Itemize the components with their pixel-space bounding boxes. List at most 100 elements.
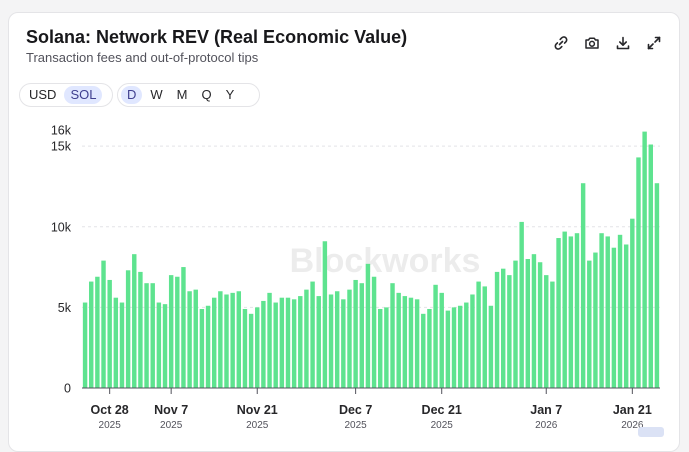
x-tick-label: Oct 28 xyxy=(91,403,129,417)
bar xyxy=(500,268,506,388)
bar xyxy=(427,308,432,388)
bar xyxy=(648,144,653,388)
bar xyxy=(414,299,420,388)
y-tick-label: 15k xyxy=(51,140,72,154)
bar xyxy=(605,236,610,388)
bar xyxy=(421,313,426,388)
bar xyxy=(365,263,371,388)
bar xyxy=(457,305,463,388)
bar xyxy=(285,297,291,388)
bar xyxy=(359,283,364,388)
y-tick-label: 16k xyxy=(51,124,72,138)
bar xyxy=(107,279,112,388)
bar xyxy=(537,262,543,388)
bar xyxy=(310,281,315,388)
x-tick-label: Nov 7 xyxy=(154,403,188,417)
x-tick-year: 2025 xyxy=(160,420,183,431)
bar xyxy=(138,271,143,388)
bar xyxy=(494,271,500,388)
bar xyxy=(617,234,623,388)
bar xyxy=(525,259,531,388)
x-tick-label: Dec 21 xyxy=(422,403,462,417)
bar xyxy=(654,183,660,388)
bar xyxy=(322,241,328,388)
x-tick-year: 2026 xyxy=(621,420,644,431)
bar xyxy=(433,284,438,388)
bar xyxy=(205,305,211,388)
bar xyxy=(353,279,358,388)
bar xyxy=(371,276,377,388)
bar xyxy=(550,281,555,388)
currency-option-sol[interactable]: SOL xyxy=(64,86,103,104)
bar xyxy=(82,302,88,388)
chart-toolbar xyxy=(549,31,665,54)
bar xyxy=(556,238,561,388)
bar xyxy=(298,296,303,388)
chart-watermark: Blockworks xyxy=(290,242,481,280)
bar xyxy=(316,296,321,388)
bar xyxy=(119,302,125,388)
bar xyxy=(464,302,469,388)
bar xyxy=(451,307,457,389)
bar xyxy=(630,218,635,388)
period-option-year[interactable]: Y xyxy=(225,87,235,102)
bar xyxy=(580,183,586,388)
period-option-quarter[interactable]: Q xyxy=(201,87,212,102)
bar xyxy=(150,283,155,388)
x-tick-year: 2025 xyxy=(99,420,122,431)
period-option-week[interactable]: W xyxy=(150,87,163,102)
bar xyxy=(599,233,604,388)
bar xyxy=(396,292,401,388)
bar xyxy=(378,308,383,388)
bar xyxy=(544,275,549,389)
bar xyxy=(187,291,192,388)
bar xyxy=(211,297,217,388)
bar xyxy=(587,260,592,388)
bar xyxy=(162,304,168,388)
bar xyxy=(408,297,414,388)
link-icon[interactable] xyxy=(549,31,572,54)
camera-icon[interactable] xyxy=(580,31,603,54)
currency-option-usd[interactable]: USD xyxy=(29,87,57,102)
bar xyxy=(470,294,475,388)
bar xyxy=(482,286,487,388)
bar xyxy=(519,221,524,388)
bar xyxy=(267,292,272,388)
bar xyxy=(623,244,629,388)
bar xyxy=(574,233,580,388)
bar xyxy=(507,275,512,389)
download-icon[interactable] xyxy=(611,31,634,54)
y-tick-label: 10k xyxy=(51,220,72,234)
chart-scrollbar[interactable] xyxy=(638,427,664,437)
bar xyxy=(261,300,266,388)
expand-icon[interactable] xyxy=(642,31,665,54)
bar xyxy=(488,305,494,388)
bar xyxy=(218,291,223,388)
bar xyxy=(439,292,444,388)
bar xyxy=(445,310,451,388)
bar xyxy=(193,289,198,388)
bar xyxy=(611,247,617,388)
bar xyxy=(304,289,309,388)
bar xyxy=(531,254,537,388)
bar xyxy=(113,297,119,388)
bar xyxy=(636,157,641,388)
bar xyxy=(175,276,180,388)
x-tick-year: 2026 xyxy=(535,420,558,431)
x-tick-label: Jan 7 xyxy=(530,403,562,417)
bar xyxy=(402,296,408,388)
bar xyxy=(125,270,131,388)
bar xyxy=(236,291,242,388)
period-option-month[interactable]: M xyxy=(176,87,188,102)
chart-title: Solana: Network REV (Real Economic Value… xyxy=(26,27,408,47)
x-tick-year: 2025 xyxy=(246,420,269,431)
x-tick-year: 2025 xyxy=(431,420,454,431)
bar xyxy=(390,283,395,388)
bar xyxy=(144,283,149,388)
bar xyxy=(384,307,389,389)
bar xyxy=(291,299,297,388)
x-tick-label: Jan 21 xyxy=(613,403,652,417)
bar xyxy=(101,260,106,388)
period-option-day[interactable]: D xyxy=(121,86,143,104)
